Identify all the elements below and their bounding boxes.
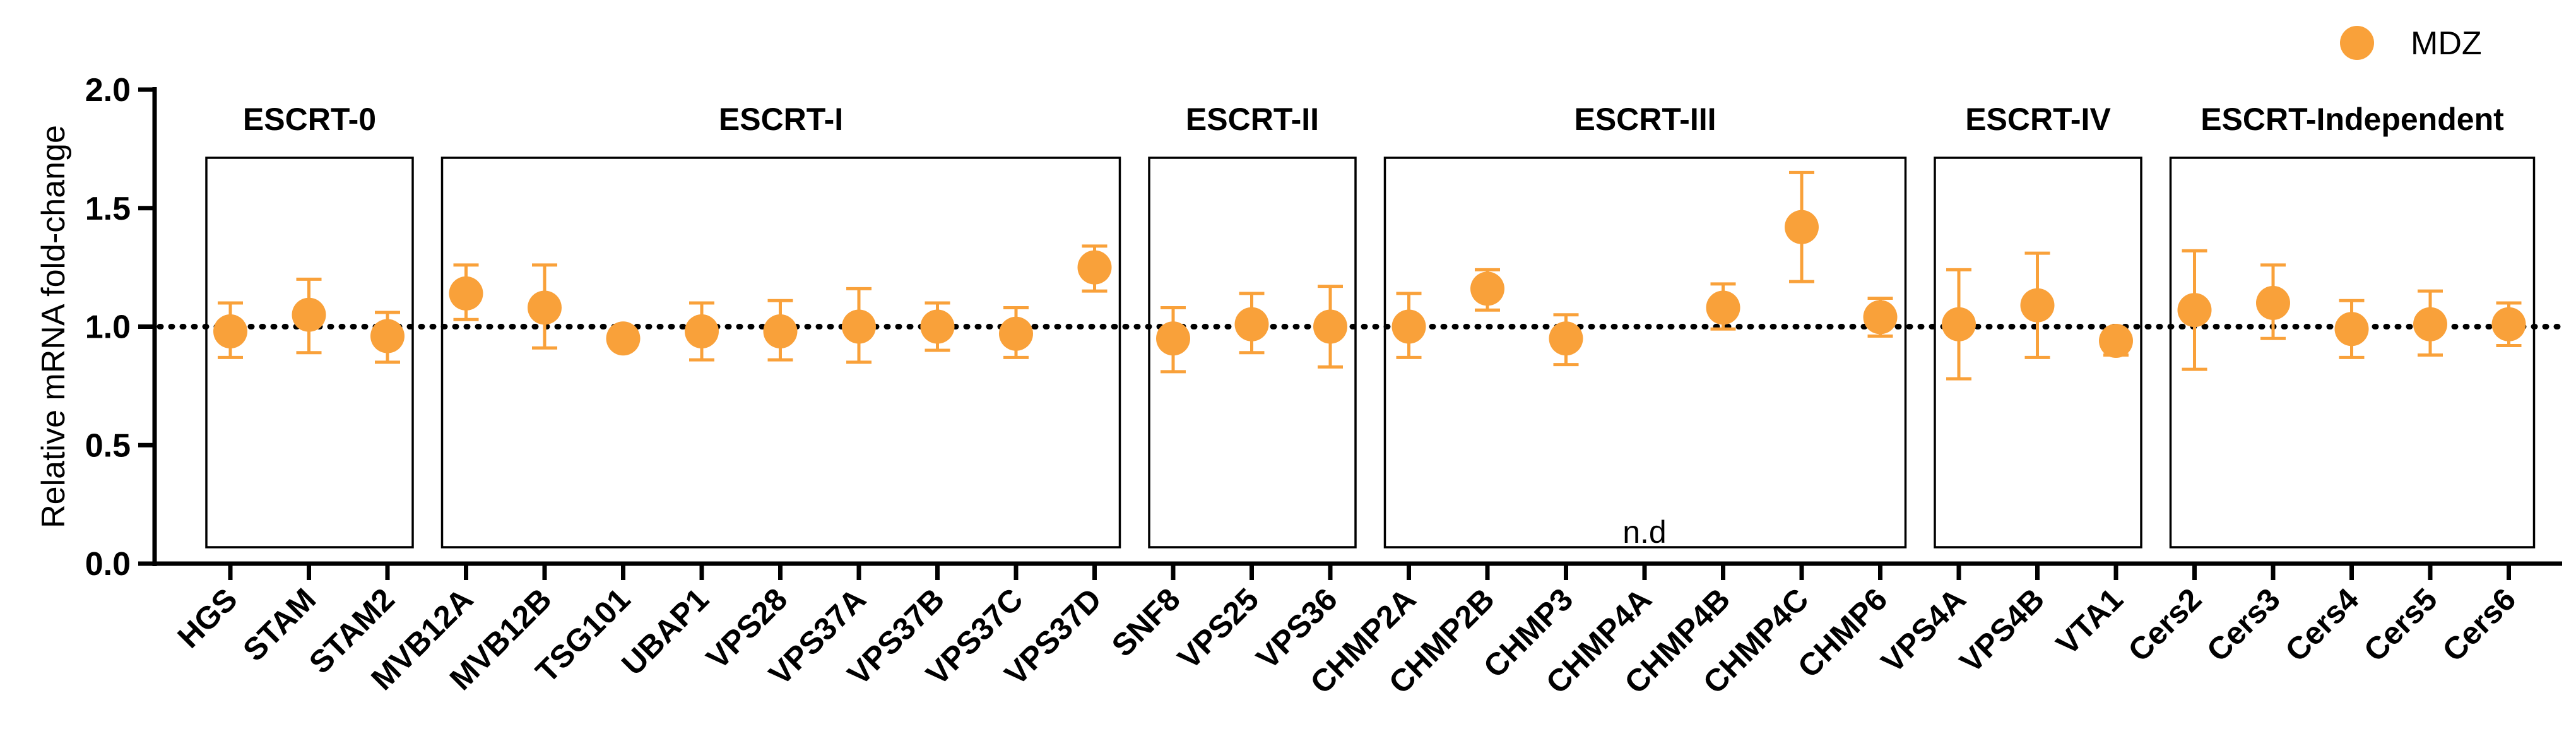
data-point xyxy=(370,319,405,353)
data-point xyxy=(920,309,955,344)
y-tick-label: 2.0 xyxy=(85,72,131,109)
group-box xyxy=(1934,157,2142,548)
x-tick-label: Cers2 xyxy=(2121,581,2208,668)
data-point xyxy=(1313,309,1347,344)
data-point xyxy=(1942,307,1976,341)
tick-labels: 0.0 0.5 1.0 1.5 2.0 Relative mRNA fold-change… xyxy=(35,72,2522,701)
data-point xyxy=(1706,290,1740,325)
data-point xyxy=(213,314,247,349)
data-point xyxy=(2020,288,2055,323)
x-tick-label: VTA1 xyxy=(2049,581,2129,661)
data-point xyxy=(2177,293,2212,328)
x-tick-label: Cers5 xyxy=(2357,581,2444,668)
x-tick-label: VPS4A xyxy=(1874,581,1973,680)
data-point xyxy=(1549,321,1583,356)
data-points xyxy=(213,170,2526,381)
axes xyxy=(138,87,2562,580)
y-axis-label: Relative mRNA fold-change xyxy=(35,125,72,528)
data-point xyxy=(292,297,326,332)
data-point xyxy=(449,276,483,311)
y-tick-label: 1.5 xyxy=(85,191,131,227)
data-point xyxy=(1156,321,1190,356)
group-title: ESCRT-Independent xyxy=(2201,102,2504,137)
y-tick-label: 0.0 xyxy=(85,546,131,583)
legend: MDZ xyxy=(2340,25,2482,62)
data-point xyxy=(1391,309,1426,344)
group-box xyxy=(205,157,414,548)
x-tick-label: Cers6 xyxy=(2435,581,2522,668)
group-box xyxy=(1383,157,1907,548)
legend-label: MDZ xyxy=(2411,25,2482,62)
y-tick-label: 0.5 xyxy=(85,427,131,464)
group-box xyxy=(440,157,1121,548)
data-point xyxy=(2334,312,2369,347)
group-box xyxy=(1148,157,1357,548)
data-point xyxy=(999,316,1033,351)
data-point xyxy=(2256,285,2290,320)
data-point xyxy=(2413,307,2447,341)
x-tick-label: Cers3 xyxy=(2200,581,2287,668)
data-point xyxy=(1785,210,1819,244)
group-title: ESCRT-IV xyxy=(1965,102,2111,137)
group-box xyxy=(2169,157,2536,548)
data-point xyxy=(842,309,876,344)
x-tick-label: VPS4B xyxy=(1953,581,2052,680)
data-point xyxy=(2099,324,2133,359)
data-point xyxy=(606,321,641,356)
y-tick-label: 1.0 xyxy=(85,309,131,346)
group-boxes: ESCRT-0 ESCRT-I ESCRT-II ESCRT-III ESCRT-IV E… xyxy=(205,102,2536,548)
annotation-nd: n.d xyxy=(1622,514,1667,550)
x-tick-label: CHMP6 xyxy=(1791,581,1894,684)
x-tick-label: VPS25 xyxy=(1171,581,1266,676)
group-title: ESCRT-II xyxy=(1186,102,1319,137)
group-title: ESCRT-I xyxy=(719,102,843,137)
data-point xyxy=(1470,271,1504,306)
data-point xyxy=(1234,307,1269,341)
data-point xyxy=(1863,300,1898,335)
x-tick-label: Cers4 xyxy=(2278,581,2365,668)
data-point xyxy=(1077,250,1112,285)
group-title: ESCRT-0 xyxy=(243,102,376,137)
data-point xyxy=(685,314,719,349)
data-point xyxy=(528,290,562,325)
data-point xyxy=(2491,307,2526,341)
data-point xyxy=(763,314,798,349)
x-tick-label: UBAP1 xyxy=(615,581,715,682)
legend-marker xyxy=(2340,26,2374,60)
group-title: ESCRT-III xyxy=(1574,102,1716,137)
x-tick-label: HGS xyxy=(171,581,244,655)
